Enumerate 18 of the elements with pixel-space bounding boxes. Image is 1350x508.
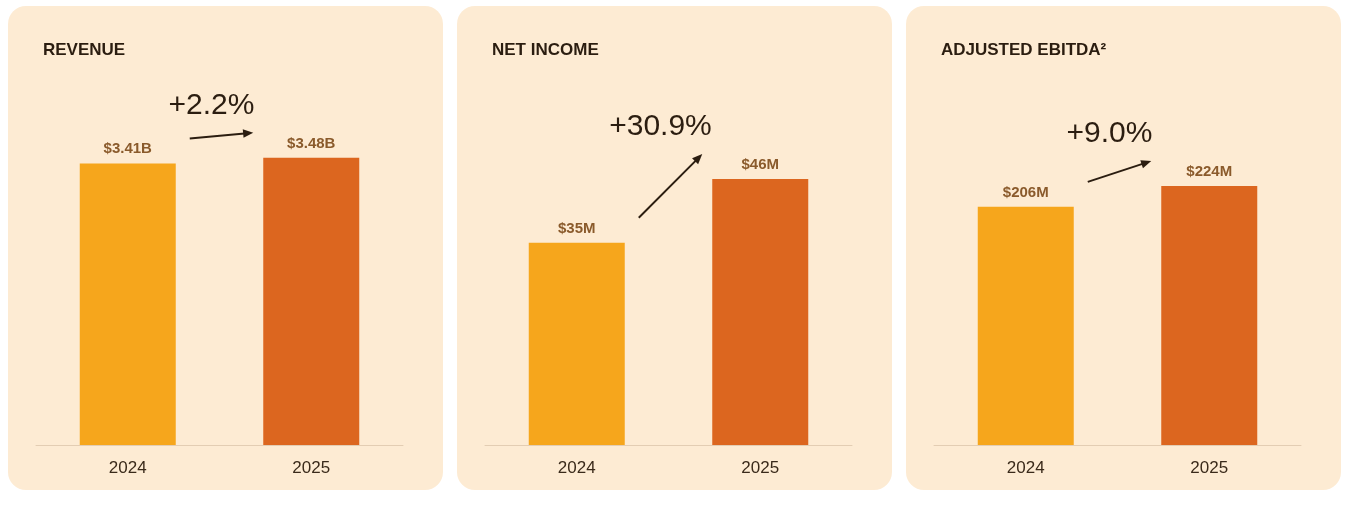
text: +30.9% [609,108,712,143]
text: +2.2% [168,86,255,121]
x-tick-label: 2024 [557,458,596,477]
data-label: $46M [741,155,780,173]
data-label: $224M [1186,162,1233,180]
chart-title: REVENUE [43,40,126,59]
data-label: $35M [557,218,596,236]
data-label: $3.41B [103,139,153,157]
chart-title: NET INCOME [492,40,599,59]
text: +9.0% [1066,115,1153,150]
chart-title: ADJUSTED EBITDA² [941,40,1107,59]
data-label: $3.48B [287,133,336,151]
x-tick-label: 2024 [1006,458,1045,477]
x-tick-label: 2025 [1190,458,1229,477]
x-tick-label: 2025 [292,458,331,477]
data-label: $206M [1002,182,1049,200]
x-tick-label: 2024 [108,458,147,477]
x-tick-label: 2025 [741,458,780,477]
